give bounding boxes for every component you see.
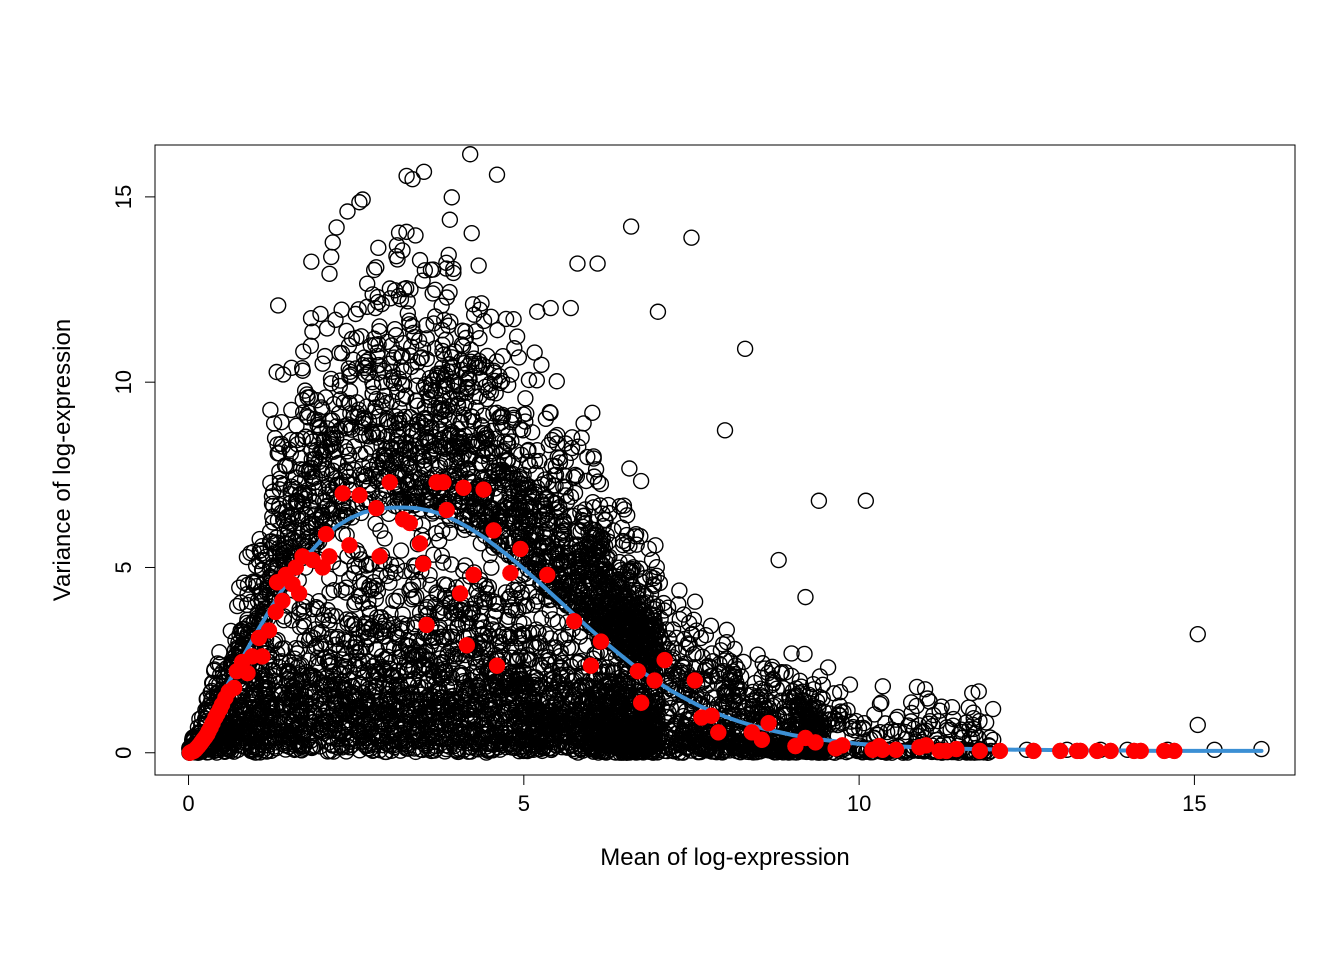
mean-variance-scatter-chart: 0 5 10 15 0 5 10 15 Mean of log-expression Varian…: [0, 0, 1344, 960]
y-tick-label: 0: [111, 747, 136, 759]
y-tick-label: 5: [111, 561, 136, 573]
x-tick-label: 5: [518, 791, 530, 816]
y-tick-label: 10: [111, 370, 136, 394]
chart-svg: 0 5 10 15 0 5 10 15 Mean of log-expression Varian…: [0, 0, 1344, 960]
y-tick-label: 15: [111, 185, 136, 209]
y-axis-label: Variance of log-expression: [49, 319, 76, 601]
x-tick-label: 0: [182, 791, 194, 816]
x-axis-label: Mean of log-expression: [600, 844, 849, 871]
x-tick-label: 10: [847, 791, 871, 816]
x-tick-label: 15: [1182, 791, 1206, 816]
